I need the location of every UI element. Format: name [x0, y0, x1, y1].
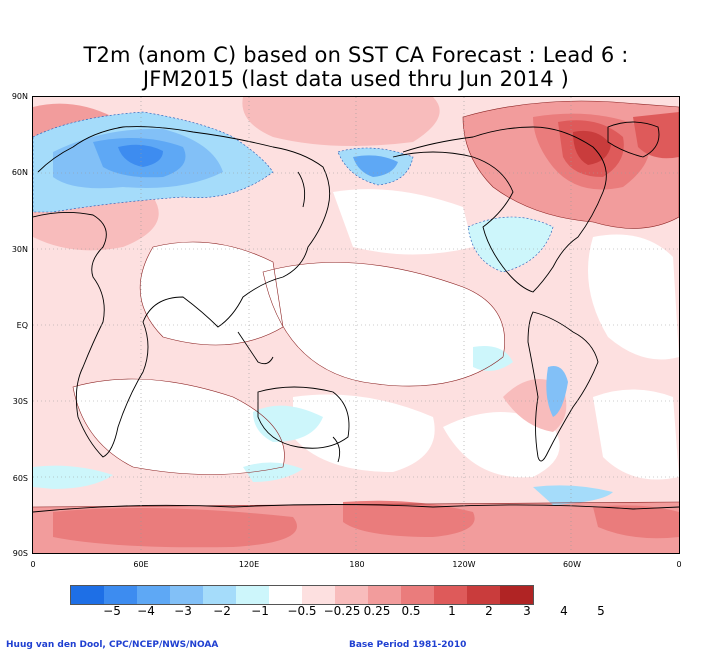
lat-label-90s: 90S: [12, 549, 28, 558]
coastlines: [33, 121, 679, 513]
antarctica-coast: [33, 504, 679, 513]
map-title-line2: JFM2015 (last data used thru Jun 2014 ): [142, 67, 570, 91]
contour: [467, 216, 554, 273]
lon-label-0: 0: [30, 560, 36, 569]
lon-label-60w: 60W: [562, 560, 582, 569]
colorbar-cell: [137, 586, 170, 604]
lat-label-30s: 30S: [12, 397, 28, 406]
colorbar-cell: [269, 586, 302, 604]
lon-label-180: 180: [349, 560, 365, 569]
contour: [262, 262, 505, 387]
new-zealand-coast: [332, 436, 341, 463]
colorbar: [70, 585, 534, 605]
greenland-coast: [607, 121, 660, 158]
eurasia-africa-coast: [33, 126, 331, 458]
lat-label-90n: 90N: [11, 92, 28, 101]
colorbar-label: −1: [251, 604, 269, 618]
cold-anomaly: [253, 405, 323, 442]
colorbar-label: 4: [560, 604, 568, 618]
colorbar-cell: [434, 586, 467, 604]
colorbar-cell: [467, 586, 500, 604]
colorbar-cell: [236, 586, 269, 604]
colorbar-label: −2: [213, 604, 231, 618]
graticule: [33, 97, 679, 553]
colorbar-label: −0.25: [323, 604, 361, 618]
colorbar-cell: [335, 586, 368, 604]
anomaly-field-svg: [33, 97, 679, 553]
cold-anomaly: [118, 144, 163, 167]
colorbar-label: 2: [485, 604, 493, 618]
colorbar-cell: [368, 586, 401, 604]
colorbar-cell: [170, 586, 203, 604]
cold-anomaly: [468, 217, 553, 272]
cold-anomaly: [353, 155, 398, 177]
warm-anomaly: [343, 500, 475, 537]
lat-label-60n: 60N: [11, 168, 28, 177]
colorbar-label: −4: [137, 604, 155, 618]
anomaly-map: [32, 96, 680, 554]
credit-text: Huug van den Dool, CPC/NCEP/NWS/NOAA: [6, 640, 219, 650]
near-zero-region: [588, 234, 679, 360]
cold-anomaly: [473, 346, 513, 371]
near-zero-region: [73, 379, 285, 475]
lon-label-120e: 120E: [238, 560, 260, 569]
south-america-coast: [527, 311, 599, 462]
warm-anomaly: [633, 112, 679, 159]
colorbar-cell: [302, 586, 335, 604]
lat-label-60s: 60S: [12, 474, 28, 483]
japan-coast: [297, 171, 306, 208]
contour: [139, 241, 284, 346]
contour: [72, 378, 285, 475]
colorbar-cell: [500, 586, 533, 604]
contour: [462, 100, 679, 229]
near-zero-region: [333, 189, 473, 255]
colorbar-label: −3: [174, 604, 192, 618]
colorbar-cell: [71, 586, 104, 604]
colorbar-cell: [203, 586, 236, 604]
warm-anomaly: [242, 97, 440, 146]
lon-label-60e: 60E: [133, 560, 149, 569]
colorbar-label: −0.5: [287, 604, 317, 618]
near-zero-region: [593, 389, 679, 480]
warm-anomaly: [573, 130, 611, 165]
colorbar-label: 3: [523, 604, 531, 618]
lat-label-eq: EQ: [16, 321, 28, 330]
map-title-line1: T2m (anom C) based on SST CA Forecast : …: [83, 43, 629, 67]
cold-anomaly: [546, 366, 568, 417]
north-america-coast: [392, 126, 607, 293]
near-zero-region: [293, 394, 435, 472]
colorbar-label: −5: [103, 604, 121, 618]
base-period-text: Base Period 1981-2010: [349, 640, 467, 650]
cold-anomaly: [33, 465, 113, 489]
lon-label-120w: 120W: [452, 560, 476, 569]
colorbar-cell: [104, 586, 137, 604]
colorbar-label: 0.25: [363, 604, 391, 618]
near-zero-region: [263, 262, 505, 387]
colorbar-label: 0.5: [401, 604, 421, 618]
southeast-asia-coast: [237, 331, 274, 365]
contour: [337, 147, 414, 186]
lat-label-30n: 30N: [11, 245, 28, 254]
contour-lines-negative: [33, 111, 554, 273]
near-zero-region: [443, 412, 560, 478]
warm-anomaly: [593, 505, 679, 539]
lon-label-0-east: 0: [676, 560, 682, 569]
colorbar-label: 5: [597, 604, 605, 618]
warm-anomaly: [53, 508, 297, 548]
cold-anomaly: [533, 485, 613, 505]
australia-coast: [257, 386, 350, 449]
near-zero-region: [140, 242, 283, 345]
colorbar-label: 1: [448, 604, 456, 618]
colorbar-cell: [401, 586, 434, 604]
